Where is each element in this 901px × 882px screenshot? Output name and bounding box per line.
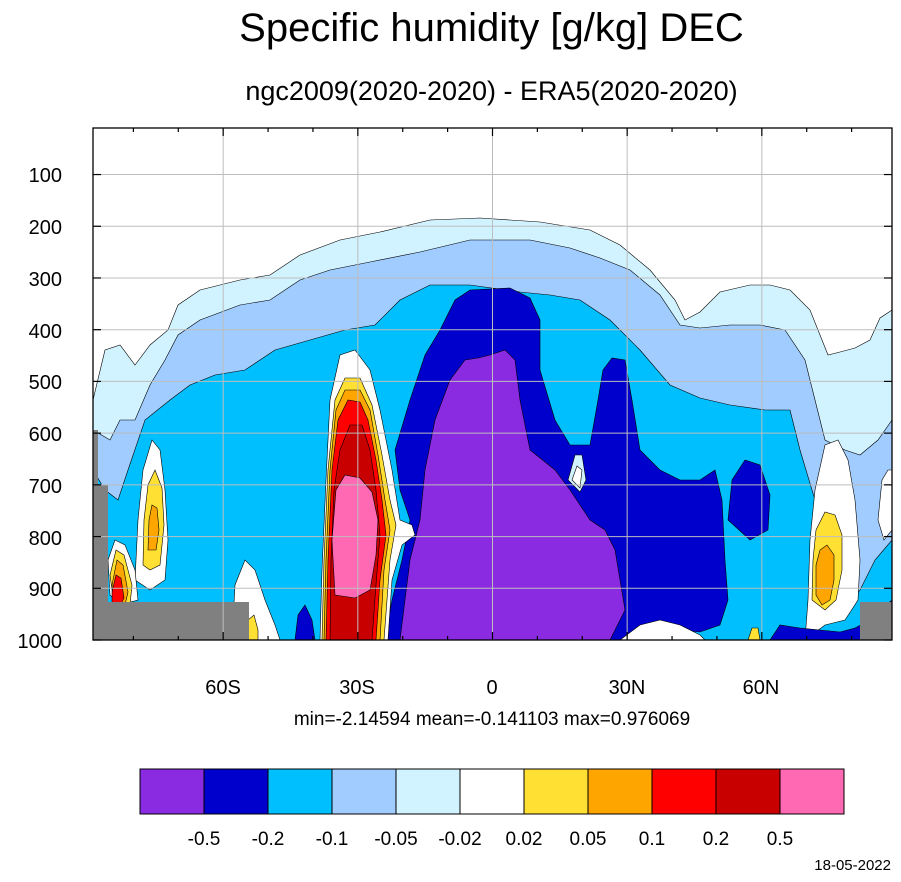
y-tick-label: 100: [29, 165, 62, 187]
field-statistics: min=-2.14594 mean=-0.141103 max=0.976069: [293, 709, 691, 730]
x-axis: 60S 30S 0 30N 60N: [205, 677, 779, 699]
colorbar-labels: -0.5 -0.2 -0.1 -0.05 -0.02 0.02 0.05 0.1…: [188, 829, 794, 850]
plot-date: 18-05-2022: [814, 857, 891, 874]
colorbar-swatch: [331, 768, 397, 815]
region-lt-n05: [399, 349, 626, 640]
y-tick-label: 400: [29, 321, 62, 343]
colorbar-label: -0.02: [438, 829, 481, 850]
y-tick-label: 300: [29, 269, 62, 291]
colorbar-swatch: [779, 768, 845, 815]
y-tick-label: 800: [29, 528, 62, 550]
region-missing-antarctica: [93, 430, 249, 640]
y-tick-label: 900: [29, 579, 62, 601]
chart-subtitle: ngc2009(2020-2020) - ERA5(2020-2020): [245, 76, 738, 106]
x-tick-label: 30S: [339, 677, 375, 699]
colorbar-label: 0.5: [767, 829, 793, 850]
y-tick-label: 1000: [18, 631, 63, 653]
grid: [93, 128, 892, 640]
y-axis: 100 200 300 400 500 600 700 800 900 1000: [18, 165, 63, 653]
colorbar-label: -0.05: [374, 829, 417, 850]
colorbar-swatch: [395, 768, 461, 815]
colorbar-swatch: [587, 768, 653, 815]
colorbar-swatch: [523, 768, 589, 815]
x-tick-label: 60N: [743, 677, 780, 699]
colorbar: [139, 768, 845, 815]
colorbar-label: 0.2: [703, 829, 729, 850]
region-n-surface-white: [619, 619, 706, 640]
axis-ticks: [93, 128, 892, 641]
y-tick-label: 700: [29, 476, 62, 498]
x-tick-label: 0: [486, 677, 497, 699]
y-tick-label: 200: [29, 217, 62, 239]
colorbar-swatch: [267, 768, 333, 815]
region-south-blue-patch: [294, 604, 316, 640]
region-n02-patch-2: [727, 459, 771, 541]
colorbar-label: 0.02: [506, 829, 543, 850]
y-tick-label: 500: [29, 372, 62, 394]
region-nh-white-2: [877, 469, 892, 541]
x-tick-label: 30N: [609, 677, 646, 699]
colorbar-swatch: [651, 768, 717, 815]
region-missing-arctic: [860, 602, 892, 640]
colorbar-swatch: [203, 768, 269, 815]
x-tick-label: 60S: [205, 677, 241, 699]
colorbar-label: -0.2: [252, 829, 285, 850]
colorbar-label: -0.5: [188, 829, 221, 850]
y-tick-label: 600: [29, 424, 62, 446]
colorbar-swatch: [715, 768, 781, 815]
colorbar-label: 0.1: [639, 829, 665, 850]
region-nh-orange: [815, 544, 835, 606]
chart-title: Specific humidity [g/kg] DEC: [239, 6, 744, 50]
colorbar-swatch: [459, 768, 525, 815]
colorbar-label: 0.05: [570, 829, 607, 850]
colorbar-label: -0.1: [316, 829, 349, 850]
region-sp-orange: [147, 504, 160, 551]
region-n-surface-yellow: [747, 627, 761, 640]
colorbar-swatch: [139, 768, 205, 815]
